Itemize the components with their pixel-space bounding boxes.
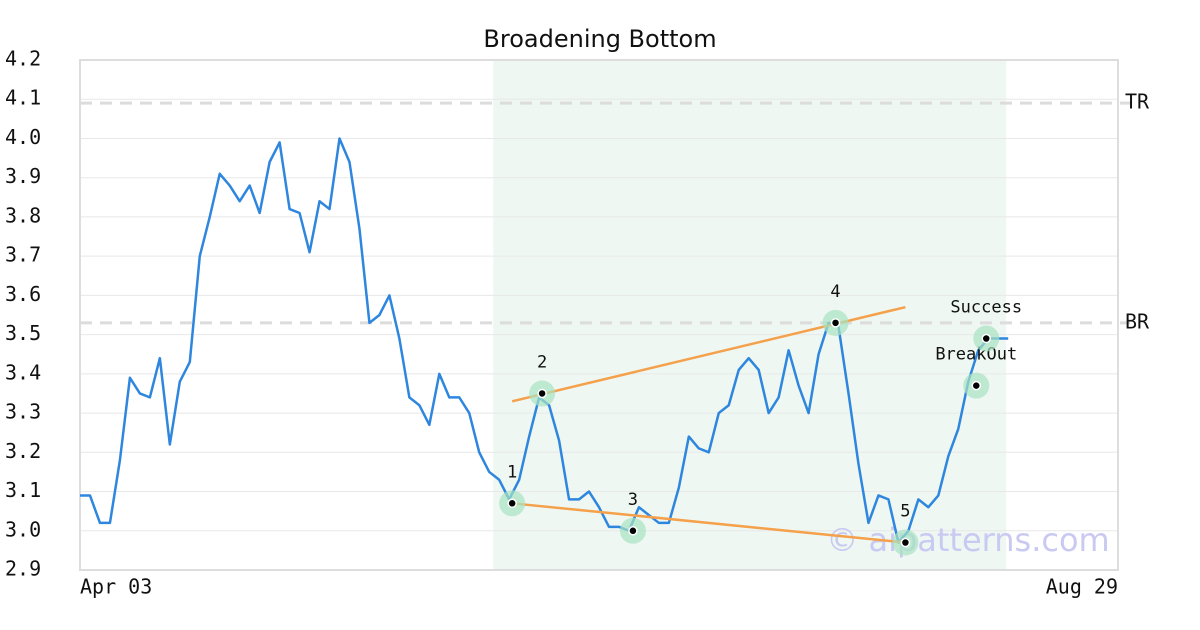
marker-dot <box>971 380 982 391</box>
marker-label: BreakOut <box>935 345 1017 365</box>
chart-title: Broadening Bottom <box>483 25 716 53</box>
marker-label: 3 <box>628 490 638 510</box>
x-tick-label: Aug 29 <box>1046 575 1118 599</box>
marker-label: 2 <box>537 352 547 372</box>
y-tick-label: 3.2 <box>5 439 41 463</box>
marker-dot <box>628 526 638 536</box>
y-tick-label: 3.1 <box>5 478 41 502</box>
marker-label: Success <box>950 298 1022 318</box>
marker-dot <box>900 537 911 548</box>
marker-dot <box>830 318 841 328</box>
reference-label: TR <box>1125 90 1150 114</box>
marker-label: 5 <box>900 502 910 522</box>
y-tick-label: 4.2 <box>5 47 41 71</box>
y-tick-label: 3.6 <box>5 282 41 306</box>
trend-line <box>512 502 906 544</box>
marker-dot <box>507 498 517 509</box>
y-tick-label: 3.5 <box>5 321 41 345</box>
y-tick-label: 3.3 <box>5 400 41 424</box>
pattern-region <box>493 60 1007 570</box>
reference-label: BR <box>1125 309 1150 333</box>
marker-label: 1 <box>507 462 517 482</box>
marker-dot <box>981 333 992 344</box>
y-tick-label: 2.9 <box>5 557 41 581</box>
y-tick-label: 4.0 <box>5 125 41 149</box>
x-tick-label: Apr 03 <box>80 575 152 599</box>
y-tick-label: 3.7 <box>5 243 41 267</box>
y-tick-label: 4.1 <box>5 86 41 110</box>
y-tick-label: 3.8 <box>5 203 41 227</box>
marker-label: 4 <box>830 282 840 302</box>
plot-frame <box>79 59 1119 571</box>
y-tick-label: 3.0 <box>5 517 41 541</box>
y-tick-label: 3.9 <box>5 164 41 188</box>
marker-dot <box>537 388 547 399</box>
y-tick-label: 3.4 <box>5 360 41 384</box>
